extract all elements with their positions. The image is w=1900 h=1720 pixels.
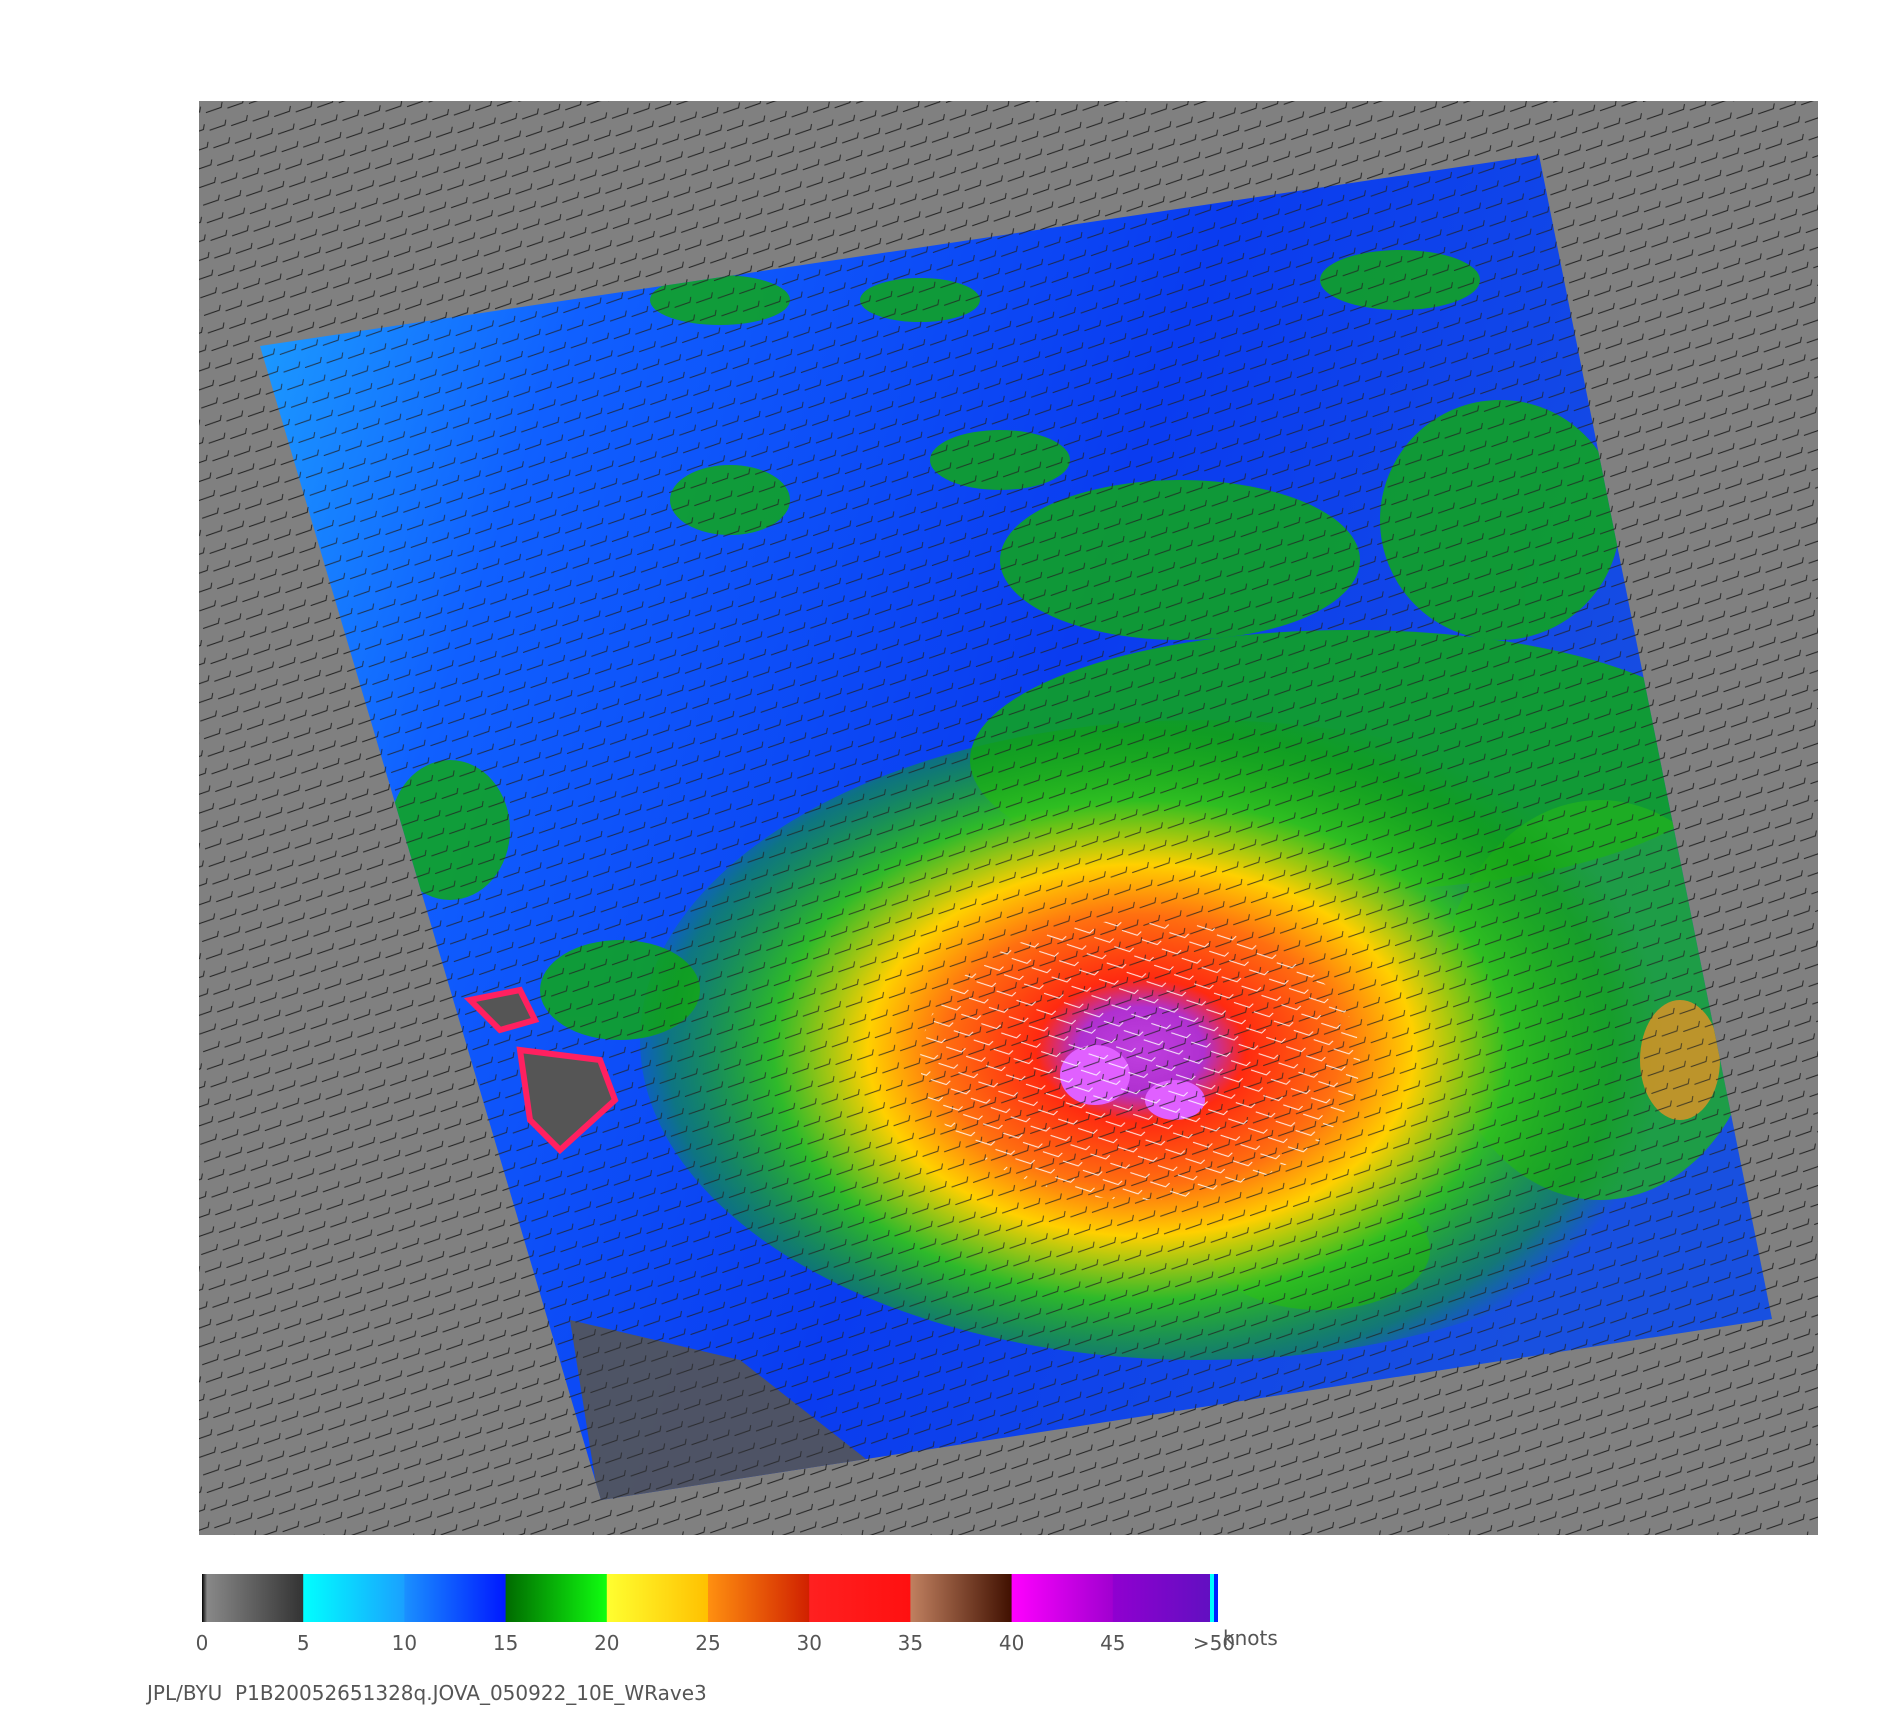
colorbar-tick-label: 0 — [196, 1631, 209, 1655]
colorbar-end — [1214, 1574, 1218, 1622]
colorbar-segment — [1112, 1574, 1215, 1622]
island — [516, 1046, 619, 1155]
colorbar-tick-label: 45 — [1100, 1631, 1125, 1655]
colorbar-tick-label: 30 — [796, 1631, 821, 1655]
colorbar-tick-label: 15 — [493, 1631, 518, 1655]
colorbar-tick-label: 10 — [392, 1631, 417, 1655]
colorbar-segment — [505, 1574, 608, 1622]
colorbar-segment — [708, 1574, 810, 1622]
colorbar-segment — [202, 1574, 304, 1622]
colorbar-segment — [1011, 1574, 1114, 1622]
colorbar-tick-label: 20 — [594, 1631, 619, 1655]
colorbar-segment — [910, 1574, 1013, 1622]
colorbar-end — [1210, 1574, 1214, 1622]
colorbar-tick-label: 35 — [898, 1631, 923, 1655]
colorbar-segment — [303, 1574, 405, 1622]
map — [199, 101, 1818, 1535]
colorbar-segment — [404, 1574, 507, 1622]
colorbar-tick-label: >50 — [1193, 1631, 1235, 1655]
colorbar-unit: knots — [1223, 1626, 1278, 1650]
colorbar-tick-label: 40 — [999, 1631, 1024, 1655]
colorbar-tick-label: 25 — [695, 1631, 720, 1655]
colorbar: 0 5 10 15 20 25 30 35 40 45 >50 — [196, 1574, 1235, 1655]
colorbar-segment — [809, 1574, 911, 1622]
caption: JPL/BYU P1B20052651328q.JOVA_050922_10E_… — [145, 1681, 707, 1705]
island — [463, 986, 540, 1034]
colorbar-segment — [606, 1574, 709, 1622]
colorbar-tick-label: 5 — [297, 1631, 310, 1655]
